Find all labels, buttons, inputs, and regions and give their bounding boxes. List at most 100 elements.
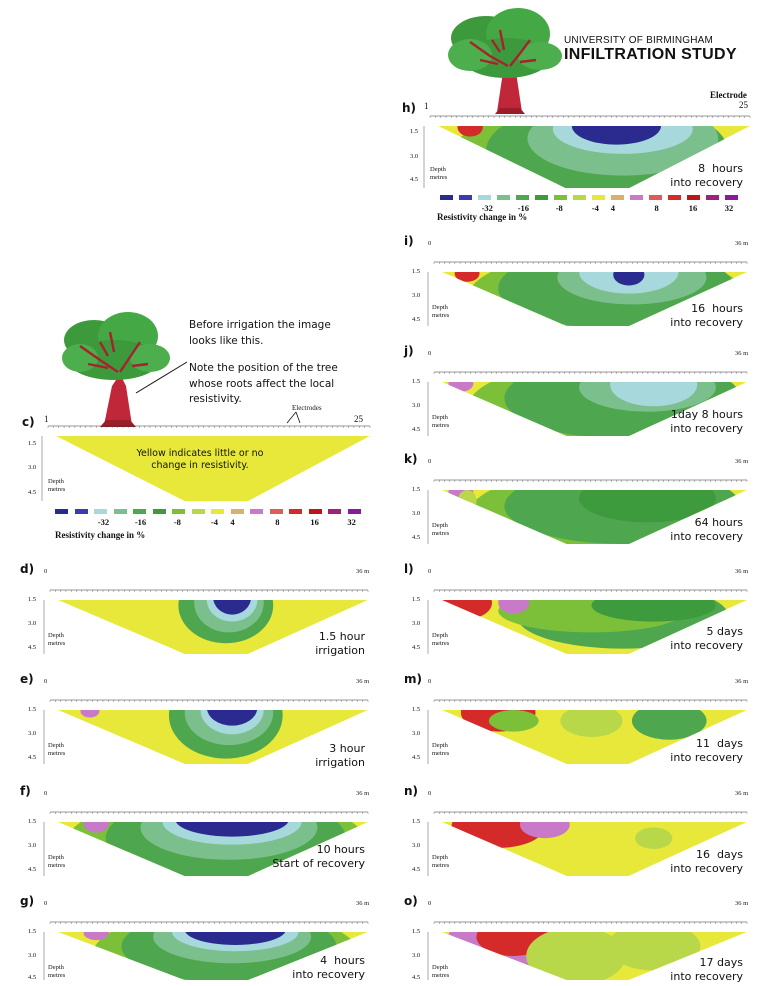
panel-e-start: 0: [44, 678, 48, 685]
panel-n-start: 0: [428, 790, 432, 797]
section-g-zone-5: [83, 932, 109, 941]
panel-m-depth-1: 1.5: [412, 706, 421, 713]
panel-j-depth-label: Depth metres: [432, 414, 450, 429]
panel-m-label: m): [404, 672, 422, 686]
panel-o-depth-3: 4.5: [412, 974, 421, 981]
panel-l-depth-3: 4.5: [412, 644, 421, 651]
legend-h-swatch: [535, 195, 548, 200]
panel-k-caption: 64 hours into recovery: [670, 516, 743, 543]
legend-c-swatch: [308, 509, 322, 514]
legend-h-label: Resistivity change in %: [437, 212, 528, 222]
panel-k-label: k): [404, 452, 418, 466]
legend-c-swatch: [152, 509, 166, 514]
panel-c-start: 1: [44, 414, 49, 424]
section-n-zone-1: [519, 822, 570, 839]
legend-c-number: 16: [310, 517, 319, 527]
section-h-zone-4: [571, 126, 661, 145]
legend-h-swatch: [611, 195, 624, 200]
legend-c-label: Resistivity change in %: [55, 530, 146, 540]
panel-n-caption: 16 days into recovery: [670, 848, 743, 875]
panel-e-depth-label: Depth metres: [48, 742, 66, 757]
legend-h-swatch: [554, 195, 567, 200]
section-g-zone-4: [184, 932, 286, 945]
panel-c-end: 25: [354, 414, 363, 424]
panel-e-end: 36 m: [356, 678, 370, 685]
panel-k-depth-1: 1.5: [412, 486, 421, 493]
panel-n-label: n): [404, 784, 419, 798]
legend-c-swatch: [250, 509, 263, 514]
legend-h-swatch: [668, 195, 681, 200]
legend-h-swatch: [497, 195, 510, 200]
section-e-zone-4: [80, 710, 100, 718]
legend-c-swatch: [94, 509, 107, 514]
panel-c-depth-3: 4.5: [28, 489, 37, 496]
panel-c-note-tree: Note the position of the tree whose root…: [189, 362, 338, 405]
panel-f-depth-label: Depth metres: [48, 854, 66, 869]
panel-n-depth-label: Depth metres: [432, 854, 450, 869]
panel-m-start: 0: [428, 678, 432, 685]
legend-h-swatch: [725, 195, 738, 200]
panel-k-depth-2: 3.0: [412, 510, 421, 517]
section-e: [43, 699, 369, 764]
section-f-zone-4: [175, 822, 289, 837]
panel-m-caption: 11 days into recovery: [670, 737, 743, 764]
panel-o-depth-1: 1.5: [412, 928, 421, 935]
panel-h-caption: 8 hours into recovery: [670, 162, 743, 189]
panel-e-caption: 3 hour irrigation: [315, 742, 365, 769]
legend-c-number: 4: [230, 517, 235, 527]
section-o-zone-2: [526, 932, 626, 980]
legend-h-number: -16: [517, 203, 530, 213]
section-k-zone-2: [579, 490, 716, 523]
panel-i-start: 0: [428, 240, 432, 247]
legend-c-number: -4: [210, 517, 218, 527]
panel-e-depth-3: 4.5: [28, 754, 37, 761]
panel-e-depth-1: 1.5: [28, 706, 37, 713]
legend-c-number: 32: [347, 517, 356, 527]
panel-m-depth-3: 4.5: [412, 754, 421, 761]
section-m-zone-2: [631, 710, 707, 740]
panel-f-label: f): [20, 784, 31, 798]
panel-c-electrodes: Electrodes: [292, 404, 322, 412]
legend-c-swatch: [113, 509, 127, 514]
legend-c-swatch: [328, 509, 341, 514]
legend-h-swatch: [478, 195, 491, 200]
panel-h-depth-3: 4.5: [410, 176, 419, 183]
panel-i-end: 36 m: [735, 240, 749, 247]
legend-h-swatch: [592, 195, 605, 200]
panel-c-inner-text: Yellow indicates little or no change in …: [136, 448, 264, 471]
section-m: [427, 699, 748, 764]
legend-h-number: 16: [688, 203, 698, 213]
section-m-zone-3: [488, 710, 539, 732]
panel-m-depth-2: 3.0: [412, 730, 421, 737]
panel-d-depth-3: 4.5: [28, 644, 37, 651]
panel-h-depth-label: Depth metres: [430, 166, 448, 181]
panel-d-depth-1: 1.5: [28, 596, 37, 603]
legend-h-number: 32: [724, 203, 734, 213]
panel-k-depth-label: Depth metres: [432, 522, 450, 537]
panel-h-electrode: Electrode: [710, 90, 747, 100]
panel-c-label: c): [22, 415, 35, 429]
section-n-zone-2: [635, 827, 673, 849]
section-f-zone-5: [83, 822, 109, 833]
panel-n-depth-2: 3.0: [412, 842, 421, 849]
legend-h-number: 4: [610, 203, 616, 213]
section-l-zone-4: [591, 600, 716, 622]
panel-j-depth-3: 4.5: [412, 426, 421, 433]
legend-h-swatch: [687, 195, 700, 200]
section-j-zone-4: [448, 382, 474, 392]
panel-n-end: 36 m: [735, 790, 749, 797]
panel-n-depth-3: 4.5: [412, 866, 421, 873]
section-i-zone-5: [454, 272, 480, 282]
section-l-zone-3: [498, 600, 530, 614]
panel-l-depth-2: 3.0: [412, 620, 421, 627]
panel-j-depth-2: 3.0: [412, 402, 421, 409]
panel-j-depth-1: 1.5: [412, 378, 421, 385]
panel-o-end: 36 m: [735, 900, 749, 907]
section-i: [427, 261, 748, 326]
legend-h-number: 8: [654, 203, 659, 213]
panel-l-label: l): [404, 562, 414, 576]
legend-c-number: -32: [97, 517, 110, 527]
legend-c-swatch: [269, 509, 283, 514]
section-g-zone-3: [172, 932, 299, 952]
